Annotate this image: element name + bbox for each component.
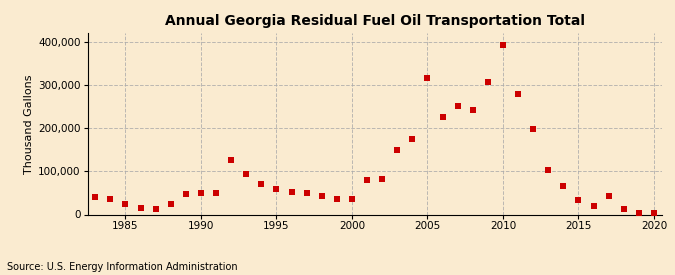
Point [483, 80, 493, 84]
Point [528, 127, 539, 131]
Point [241, 172, 252, 177]
Point [422, 75, 433, 80]
Point [271, 187, 282, 192]
Point [618, 207, 629, 211]
Point [437, 115, 448, 119]
Point [573, 198, 584, 202]
Point [452, 103, 463, 108]
Point [513, 91, 524, 96]
Point [497, 42, 508, 47]
Point [180, 192, 191, 196]
Point [649, 211, 659, 215]
Point [633, 211, 644, 215]
Point [377, 177, 387, 181]
Point [603, 194, 614, 198]
Y-axis label: Thousand Gallons: Thousand Gallons [24, 74, 34, 174]
Point [135, 206, 146, 210]
Point [392, 147, 403, 152]
Point [317, 194, 327, 198]
Point [362, 178, 373, 182]
Title: Annual Georgia Residual Fuel Oil Transportation Total: Annual Georgia Residual Fuel Oil Transpo… [165, 14, 585, 28]
Point [543, 168, 554, 172]
Text: Source: U.S. Energy Information Administration: Source: U.S. Energy Information Administ… [7, 262, 238, 272]
Point [225, 158, 236, 163]
Point [211, 191, 221, 195]
Point [196, 191, 207, 195]
Point [301, 191, 312, 195]
Point [151, 207, 161, 211]
Point [120, 202, 131, 206]
Point [90, 195, 101, 199]
Point [105, 197, 116, 202]
Point [346, 197, 357, 202]
Point [467, 108, 478, 112]
Point [558, 183, 569, 188]
Point [407, 137, 418, 141]
Point [331, 197, 342, 202]
Point [588, 204, 599, 208]
Point [165, 202, 176, 206]
Point [256, 182, 267, 186]
Point [286, 190, 297, 194]
